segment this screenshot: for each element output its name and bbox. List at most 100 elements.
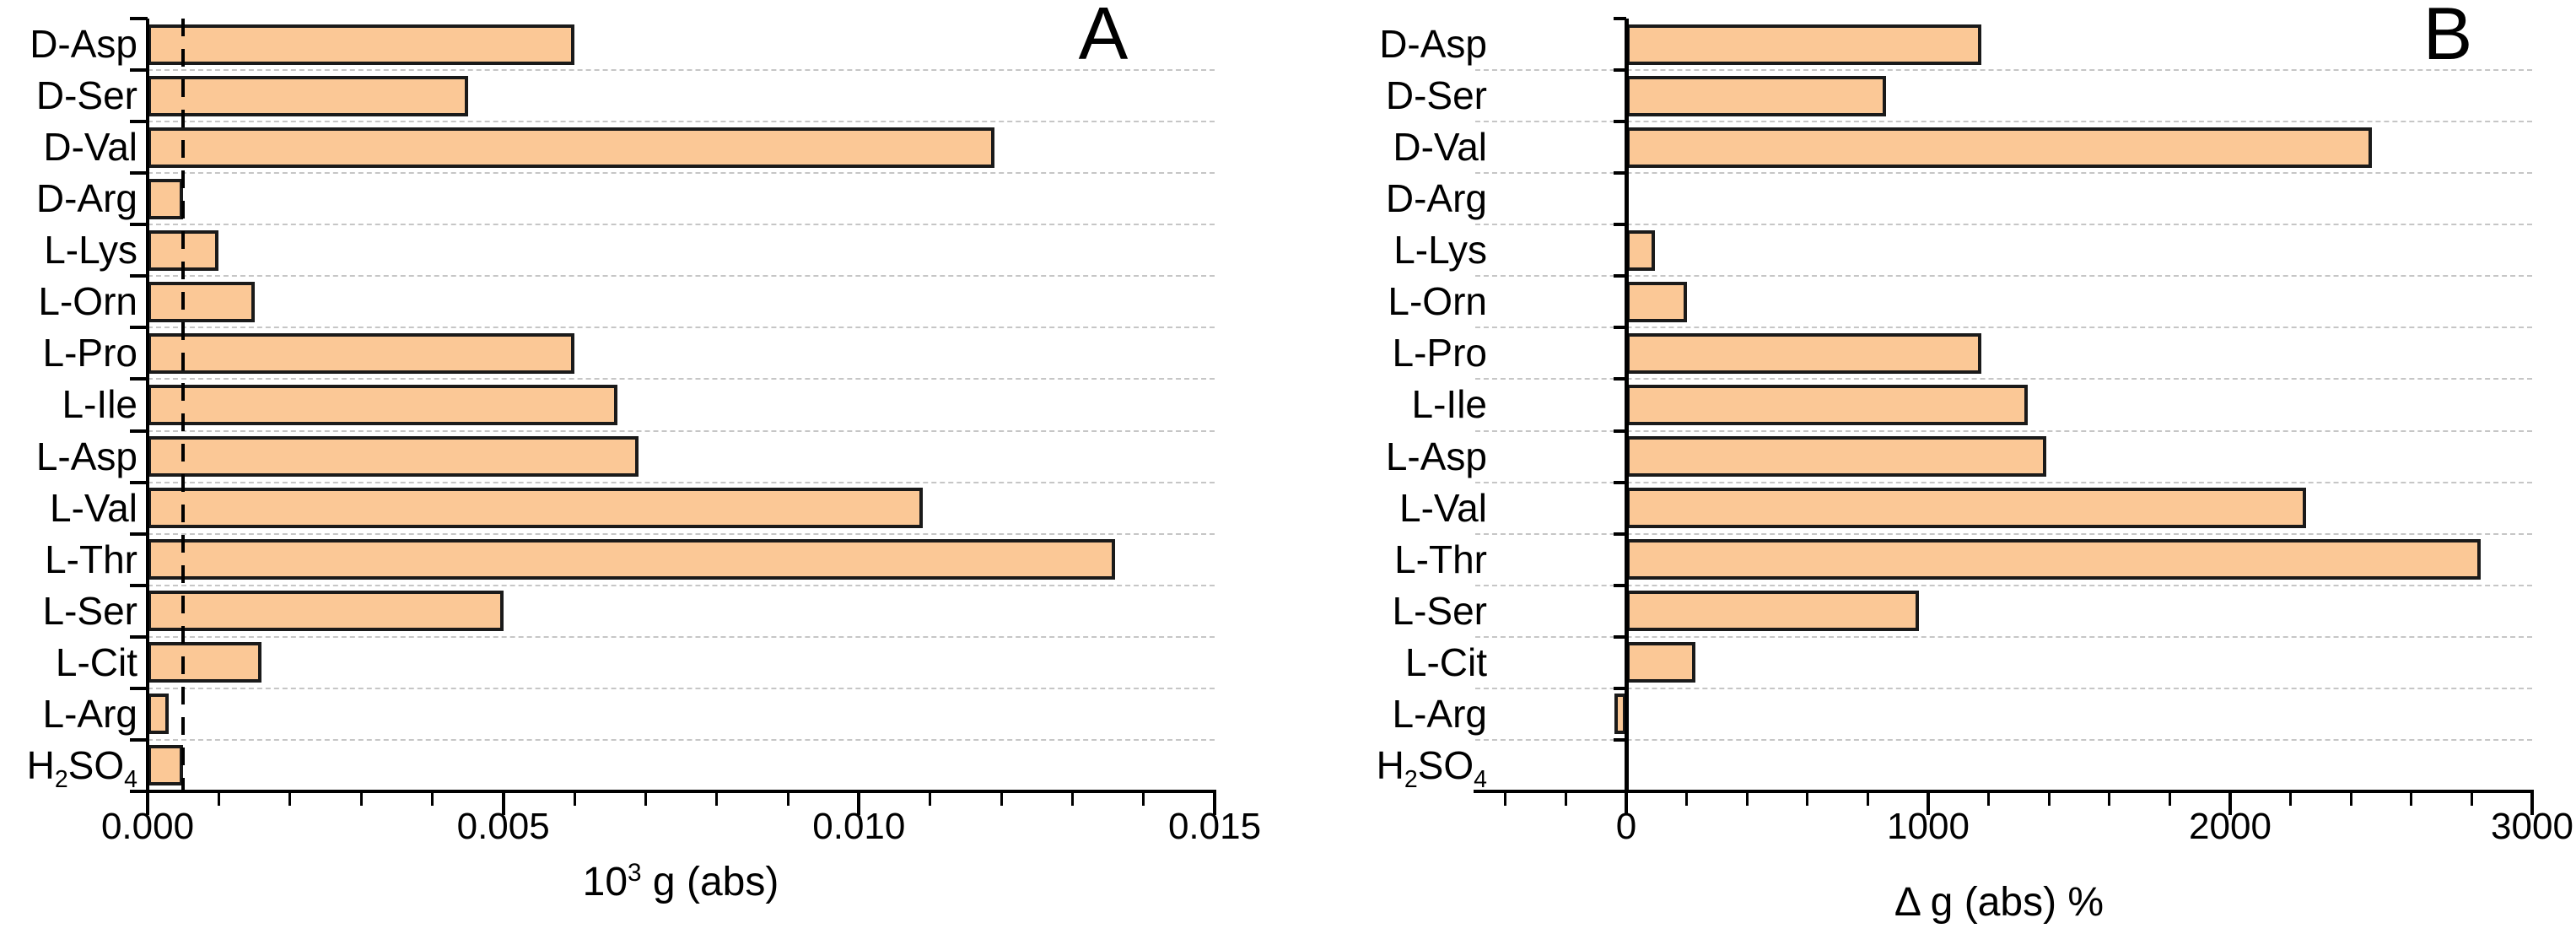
x-tick-label: 3000 — [2491, 806, 2573, 847]
bar-l-arg — [148, 694, 170, 735]
x-minor-tick — [929, 793, 932, 806]
axis-boundary-tick — [130, 737, 148, 742]
gridline — [148, 738, 1215, 741]
bar-d-ser — [1626, 75, 1886, 116]
axis-boundary-tick — [1614, 634, 1626, 639]
x-axis-line — [1474, 790, 2534, 793]
x-tick-label: 0.000 — [100, 806, 195, 847]
gridline — [148, 687, 1215, 689]
x-tick-label: 2000 — [2189, 806, 2272, 847]
bar-d-val — [148, 127, 994, 168]
category-label-d-ser: D-Ser — [35, 73, 137, 118]
bar-l-pro — [148, 332, 574, 374]
category-label-l-ser: L-Ser — [1392, 588, 1487, 633]
category-label-l-arg: L-Arg — [42, 691, 137, 736]
gridline — [1475, 121, 2532, 123]
x-minor-tick — [1504, 793, 1507, 806]
x-minor-tick — [217, 793, 220, 806]
axis-boundary-tick — [1614, 326, 1626, 330]
x-tick-label: 1000 — [1887, 806, 1970, 847]
category-label-l-pro: L-Pro — [1392, 331, 1487, 375]
gridline — [148, 327, 1215, 329]
category-label-l-asp: L-Asp — [35, 434, 137, 478]
x-minor-tick — [359, 793, 363, 806]
x-minor-tick — [1685, 793, 1689, 806]
x-minor-tick — [1806, 793, 1809, 806]
x-major-tick — [2530, 793, 2534, 815]
x-tick-label: 0.015 — [1167, 806, 1262, 847]
gridline — [1475, 172, 2532, 175]
gridline — [1475, 738, 2532, 741]
panel-letter-a: A — [1078, 0, 1129, 75]
axis-boundary-tick — [130, 274, 148, 278]
axis-boundary-tick — [130, 17, 148, 20]
bar-l-ile — [148, 384, 617, 425]
bar-l-val — [1626, 488, 2306, 529]
bar-l-asp — [1626, 436, 2046, 478]
x-major-tick — [2228, 793, 2232, 815]
bar-l-arg — [1614, 694, 1626, 735]
axis-boundary-tick — [1614, 583, 1626, 587]
bar-d-ser — [148, 75, 468, 116]
category-label-d-val: D-Val — [1393, 125, 1487, 170]
axis-boundary-tick — [130, 171, 148, 175]
bar-h2so4 — [148, 745, 184, 786]
gridline — [1475, 532, 2532, 535]
category-label-h2so4: H2SO4 — [26, 742, 137, 794]
category-label-l-ile: L-Ile — [1411, 382, 1487, 427]
gridline — [148, 121, 1215, 123]
x-minor-tick — [288, 793, 292, 806]
axis-boundary-tick — [1614, 171, 1626, 175]
bar-d-val — [1626, 127, 2373, 168]
category-label-l-ser: L-Ser — [42, 588, 137, 633]
x-minor-tick — [2108, 793, 2111, 806]
category-label-d-arg: D-Arg — [1385, 176, 1487, 221]
x-minor-tick — [1745, 793, 1749, 806]
x-minor-tick — [1866, 793, 1869, 806]
x-minor-tick — [1000, 793, 1003, 806]
axis-boundary-tick — [1614, 274, 1626, 278]
category-label-l-ile: L-Ile — [62, 382, 137, 427]
gridline — [148, 378, 1215, 381]
x-minor-tick — [2047, 793, 2051, 806]
axis-boundary-tick — [1614, 480, 1626, 484]
gridline — [1475, 429, 2532, 432]
axis-boundary-tick — [1614, 532, 1626, 536]
bar-l-ser — [148, 591, 504, 632]
bar-d-arg — [148, 178, 184, 219]
axis-boundary-tick — [130, 583, 148, 587]
x-major-tick — [857, 793, 861, 815]
bar-l-thr — [148, 539, 1115, 580]
axis-boundary-tick — [130, 532, 148, 536]
category-label-l-val: L-Val — [50, 485, 137, 530]
gridline — [148, 635, 1215, 638]
axis-boundary-tick — [130, 377, 148, 381]
x-minor-tick — [1142, 793, 1145, 806]
axis-boundary-tick — [1614, 120, 1626, 124]
x-axis-title: Δ g (abs) % — [1894, 880, 2104, 925]
category-label-l-cit: L-Cit — [1404, 640, 1487, 684]
x-major-tick — [1625, 793, 1628, 815]
gridline — [148, 172, 1215, 175]
x-axis-line — [146, 790, 1216, 793]
category-label-l-orn: L-Orn — [38, 279, 137, 324]
gridline — [148, 481, 1215, 483]
category-label-l-orn: L-Orn — [1388, 279, 1487, 324]
bar-l-asp — [148, 436, 639, 478]
category-label-d-arg: D-Arg — [35, 176, 137, 221]
x-minor-tick — [1564, 793, 1567, 806]
axis-boundary-tick — [1614, 737, 1626, 742]
gridline — [148, 429, 1215, 432]
gridline — [1475, 327, 2532, 329]
category-label-d-asp: D-Asp — [30, 22, 137, 66]
gridline — [148, 584, 1215, 586]
x-minor-tick — [1987, 793, 1991, 806]
bar-l-cit — [1626, 642, 1696, 683]
category-label-d-ser: D-Ser — [1385, 73, 1487, 118]
category-label-d-asp: D-Asp — [1379, 22, 1487, 66]
bar-l-val — [148, 488, 924, 529]
bar-l-pro — [1626, 332, 1981, 374]
x-minor-tick — [2470, 793, 2473, 806]
bar-l-lys — [1626, 229, 1655, 271]
